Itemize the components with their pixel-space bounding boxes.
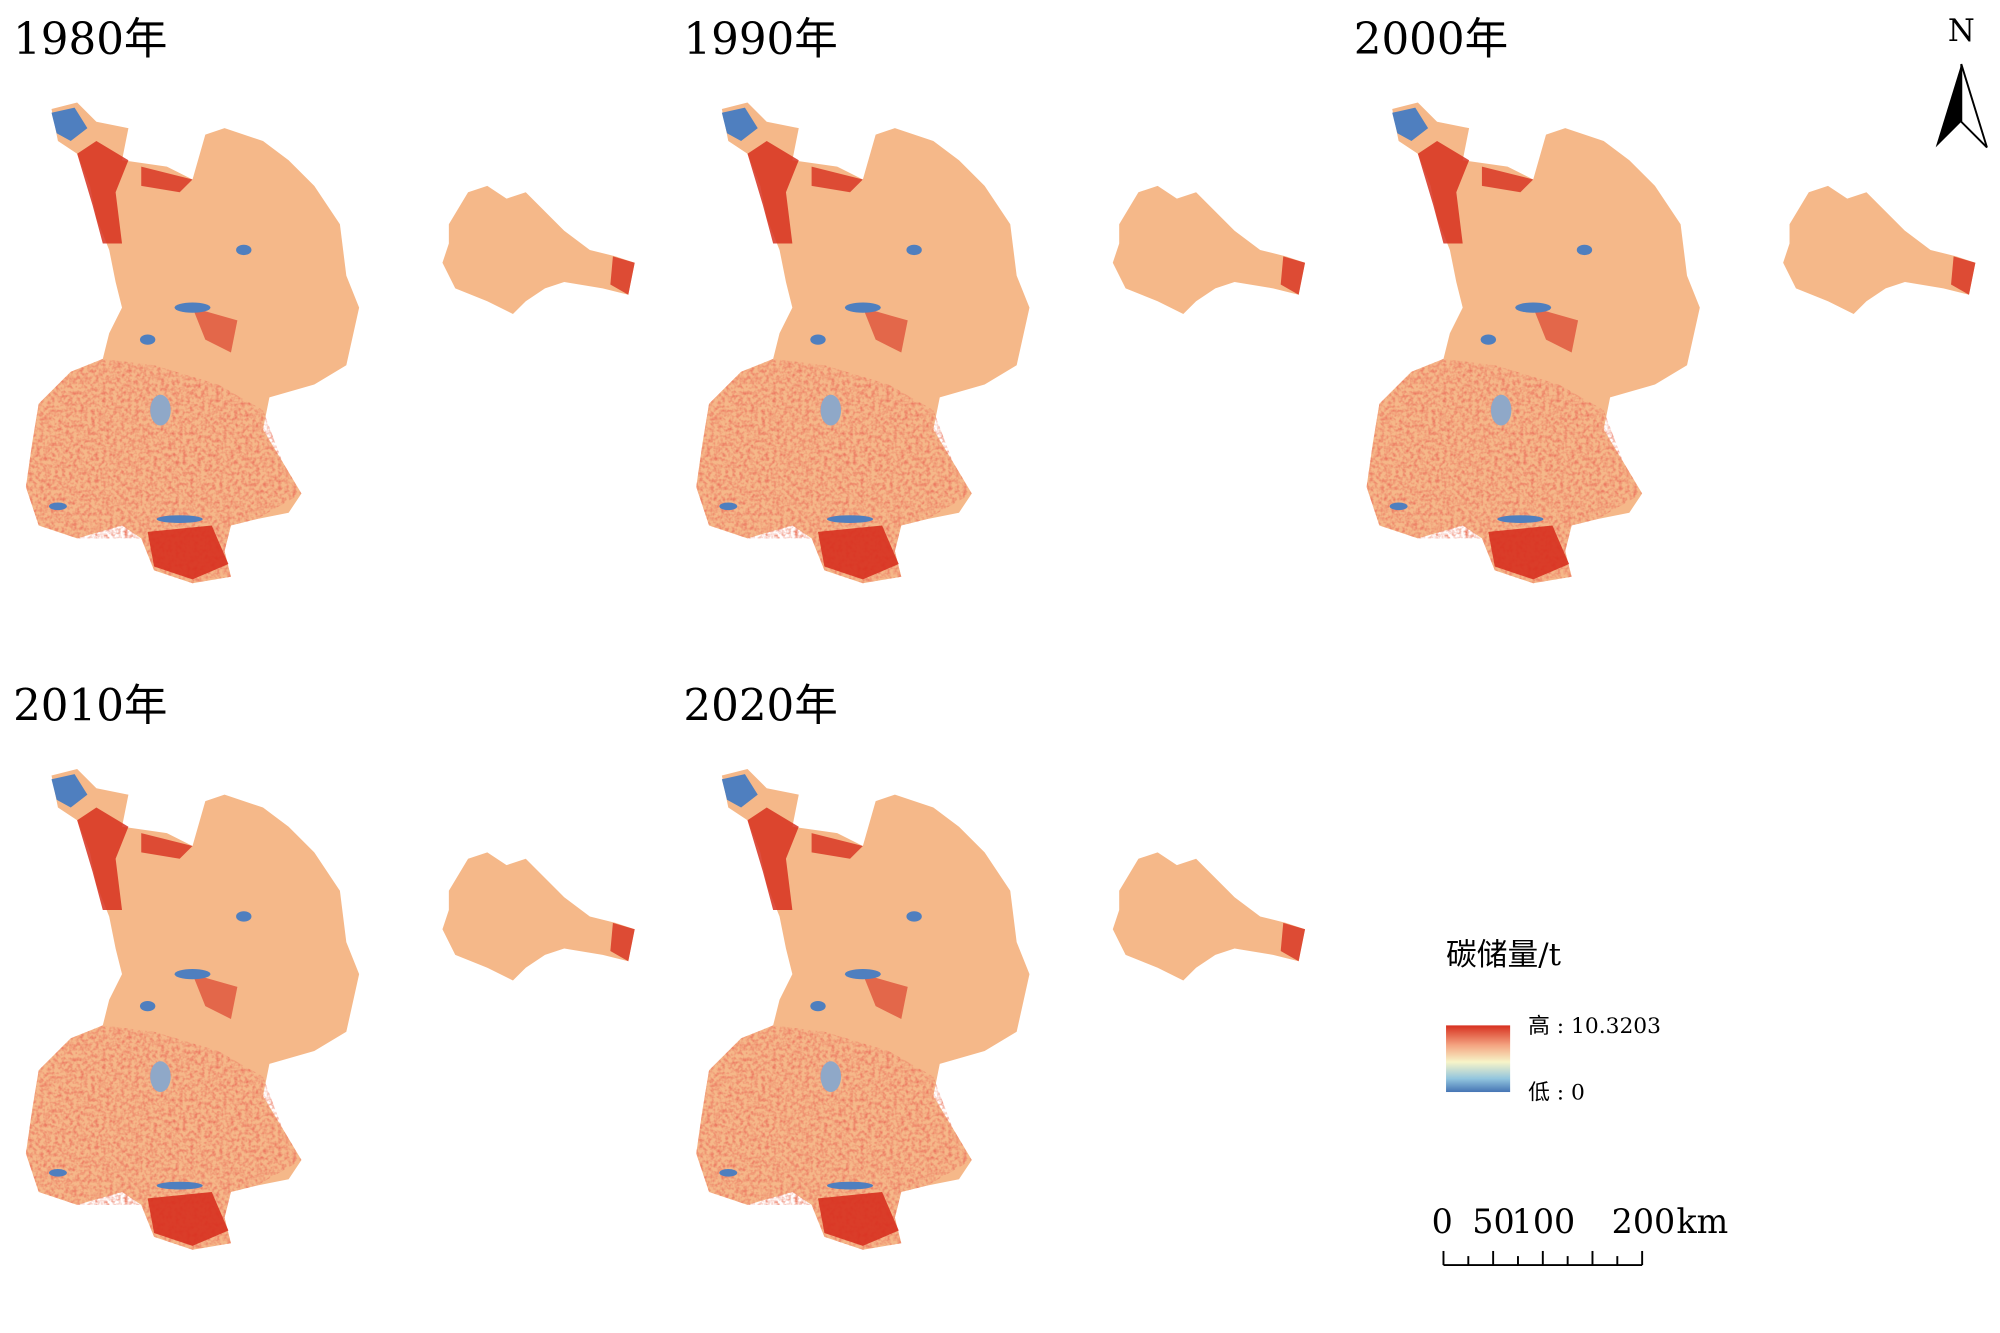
carbon-map: [696, 769, 1305, 1250]
map-panels: 1980年 1990年 2000年 2010年 2020年: [13, 15, 1975, 1250]
map-panel: 2020年: [683, 681, 1305, 1249]
map-panel: 1980年: [13, 15, 635, 583]
panel-title: 2020年: [683, 681, 837, 731]
legend-ramp: [1446, 1025, 1511, 1093]
scale-label: 200: [1612, 1202, 1676, 1241]
north-arrow: N: [1935, 13, 1988, 149]
legend: 碳储量/t 高 : 10.3203 低 : 0: [1446, 937, 1661, 1106]
map-panel: 1990年: [683, 15, 1305, 583]
carbon-map: [26, 769, 635, 1250]
scale-label: 0: [1432, 1202, 1453, 1241]
carbon-map: [26, 103, 635, 584]
north-label: N: [1948, 13, 1975, 49]
scale-label: km: [1676, 1202, 1728, 1241]
carbon-map: [696, 103, 1305, 584]
legend-title: 碳储量/t: [1446, 937, 1562, 973]
legend-low: 低 : 0: [1528, 1081, 1585, 1106]
legend-high: 高 : 10.3203: [1528, 1014, 1661, 1039]
map-panel: 2010年: [13, 681, 635, 1249]
map-panel: 2000年: [1354, 15, 1976, 583]
scale-label: 100: [1512, 1202, 1576, 1241]
north-arrow-right: [1960, 63, 1988, 149]
panel-title: 1980年: [13, 15, 167, 65]
carbon-map: [1367, 103, 1976, 584]
scale-label: 50: [1472, 1202, 1514, 1241]
panel-title: 1990年: [683, 15, 837, 65]
panel-title: 2010年: [13, 681, 167, 731]
panel-title: 2000年: [1354, 15, 1508, 65]
north-arrow-left: [1935, 64, 1962, 148]
